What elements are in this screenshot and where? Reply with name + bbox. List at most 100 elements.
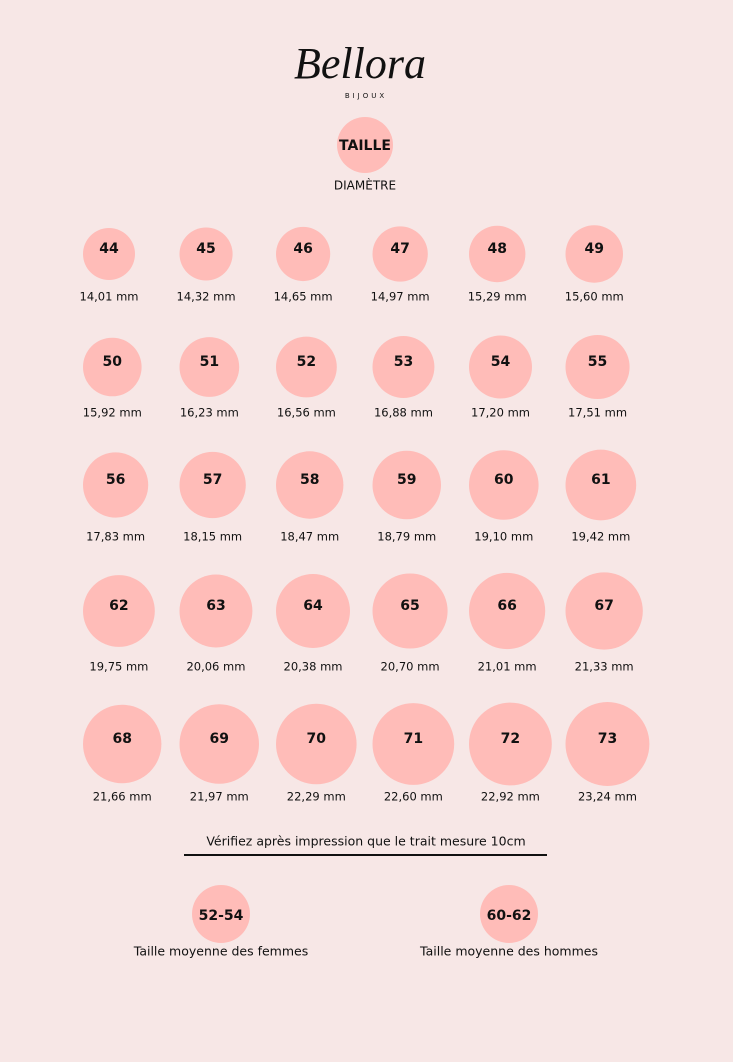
- size-circle: [179, 704, 259, 784]
- size-diameter: 17,51 mm: [568, 406, 627, 420]
- size-circle: [83, 228, 135, 280]
- size-circle: [469, 572, 546, 650]
- average-circle: [192, 885, 250, 943]
- size-number: 62: [109, 598, 128, 614]
- size-circle: [83, 704, 162, 784]
- size-circle: [276, 574, 350, 648]
- size-grid: 44 14,01 mm 45 14,32 mm 46 14,65 mm 47 14,97 mm…: [80, 225, 650, 804]
- size-number: 44: [99, 241, 119, 257]
- size-circle: [276, 336, 337, 398]
- size-diameter: 22,92 mm: [481, 790, 540, 804]
- size-circle: [372, 336, 435, 398]
- size-number: 50: [103, 354, 123, 370]
- size-diameter: 18,79 mm: [377, 530, 436, 544]
- size-diameter: 22,29 mm: [287, 790, 346, 804]
- size-diameter: 16,56 mm: [277, 406, 336, 420]
- size-diameter: 14,32 mm: [177, 290, 236, 304]
- brand-name: Bellora: [294, 39, 426, 88]
- size-number: 58: [300, 472, 319, 488]
- size-number: 57: [203, 472, 222, 488]
- size-number: 67: [594, 598, 613, 614]
- size-circle: [469, 702, 552, 786]
- size-circle: [179, 337, 240, 397]
- averages: 52-54 Taille moyenne des femmes 60-62 Taill…: [133, 885, 598, 959]
- size-circle: [565, 702, 650, 786]
- size-number: 53: [394, 354, 413, 370]
- size-diameter: 17,83 mm: [86, 530, 145, 544]
- average-label: Taille moyenne des femmes: [133, 944, 309, 959]
- size-circle: [179, 451, 246, 519]
- size-circle: [179, 227, 233, 281]
- size-number: 64: [303, 598, 323, 614]
- size-diameter: 20,06 mm: [186, 660, 245, 674]
- legend-size: TAILLE: [339, 138, 391, 154]
- size-diameter: 20,70 mm: [381, 660, 440, 674]
- size-diameter: 21,97 mm: [190, 790, 249, 804]
- size-diameter: 18,47 mm: [280, 530, 339, 544]
- size-diameter: 17,20 mm: [471, 406, 530, 420]
- size-circle: [565, 225, 623, 283]
- size-number: 48: [487, 241, 506, 257]
- size-number: 45: [196, 241, 215, 257]
- size-diameter: 21,01 mm: [478, 660, 537, 674]
- size-circle: [179, 574, 253, 648]
- size-circle: [276, 226, 331, 282]
- size-number: 61: [591, 472, 610, 488]
- average-range: 60-62: [487, 908, 532, 924]
- size-number: 66: [497, 598, 516, 614]
- size-circle: [372, 450, 441, 520]
- size-circle: [372, 573, 448, 649]
- size-diameter: 14,97 mm: [371, 290, 430, 304]
- size-circle: [469, 335, 532, 399]
- size-circle: [565, 449, 637, 521]
- average-label: Taille moyenne des hommes: [419, 944, 598, 959]
- size-circle: [83, 575, 155, 647]
- size-number: 65: [400, 598, 419, 614]
- size-number: 55: [588, 354, 607, 370]
- legend-circle: [337, 117, 393, 173]
- size-number: 56: [106, 472, 125, 488]
- size-diameter: 16,88 mm: [374, 406, 433, 420]
- size-diameter: 19,75 mm: [89, 660, 148, 674]
- size-diameter: 19,10 mm: [474, 530, 533, 544]
- size-diameter: 19,42 mm: [571, 530, 630, 544]
- size-diameter: 22,60 mm: [384, 790, 443, 804]
- size-number: 69: [210, 731, 229, 747]
- size-number: 71: [404, 731, 423, 747]
- size-circle: [83, 452, 149, 518]
- size-diameter: 15,60 mm: [565, 290, 624, 304]
- size-circle: [372, 703, 455, 785]
- size-number: 49: [585, 241, 604, 257]
- size-circle: [469, 225, 526, 283]
- size-diameter: 15,92 mm: [83, 406, 142, 420]
- size-number: 46: [293, 241, 312, 257]
- size-number: 52: [297, 354, 316, 370]
- size-number: 72: [501, 731, 520, 747]
- size-diameter: 20,38 mm: [284, 660, 343, 674]
- size-number: 51: [200, 354, 219, 370]
- size-diameter: 15,29 mm: [468, 290, 527, 304]
- size-number: 60: [494, 472, 514, 488]
- size-diameter: 21,66 mm: [93, 790, 152, 804]
- size-diameter: 23,24 mm: [578, 790, 637, 804]
- average-circle: [480, 885, 538, 943]
- size-circle: [83, 337, 142, 397]
- size-circle: [276, 451, 344, 519]
- note: Vérifiez après impression que le trait m…: [206, 834, 525, 849]
- size-number: 70: [307, 731, 327, 747]
- size-number: 47: [390, 241, 409, 257]
- size-circle: [469, 450, 539, 520]
- size-circle: [565, 334, 630, 400]
- size-diameter: 21,33 mm: [575, 660, 634, 674]
- size-circle: [565, 572, 643, 650]
- size-number: 73: [598, 731, 617, 747]
- size-diameter: 14,65 mm: [274, 290, 333, 304]
- size-number: 54: [491, 354, 511, 370]
- brand-sub: BIJOUX: [345, 92, 387, 100]
- size-diameter: 18,15 mm: [183, 530, 242, 544]
- size-number: 63: [206, 598, 225, 614]
- average-range: 52-54: [199, 908, 244, 924]
- size-number: 68: [112, 731, 131, 747]
